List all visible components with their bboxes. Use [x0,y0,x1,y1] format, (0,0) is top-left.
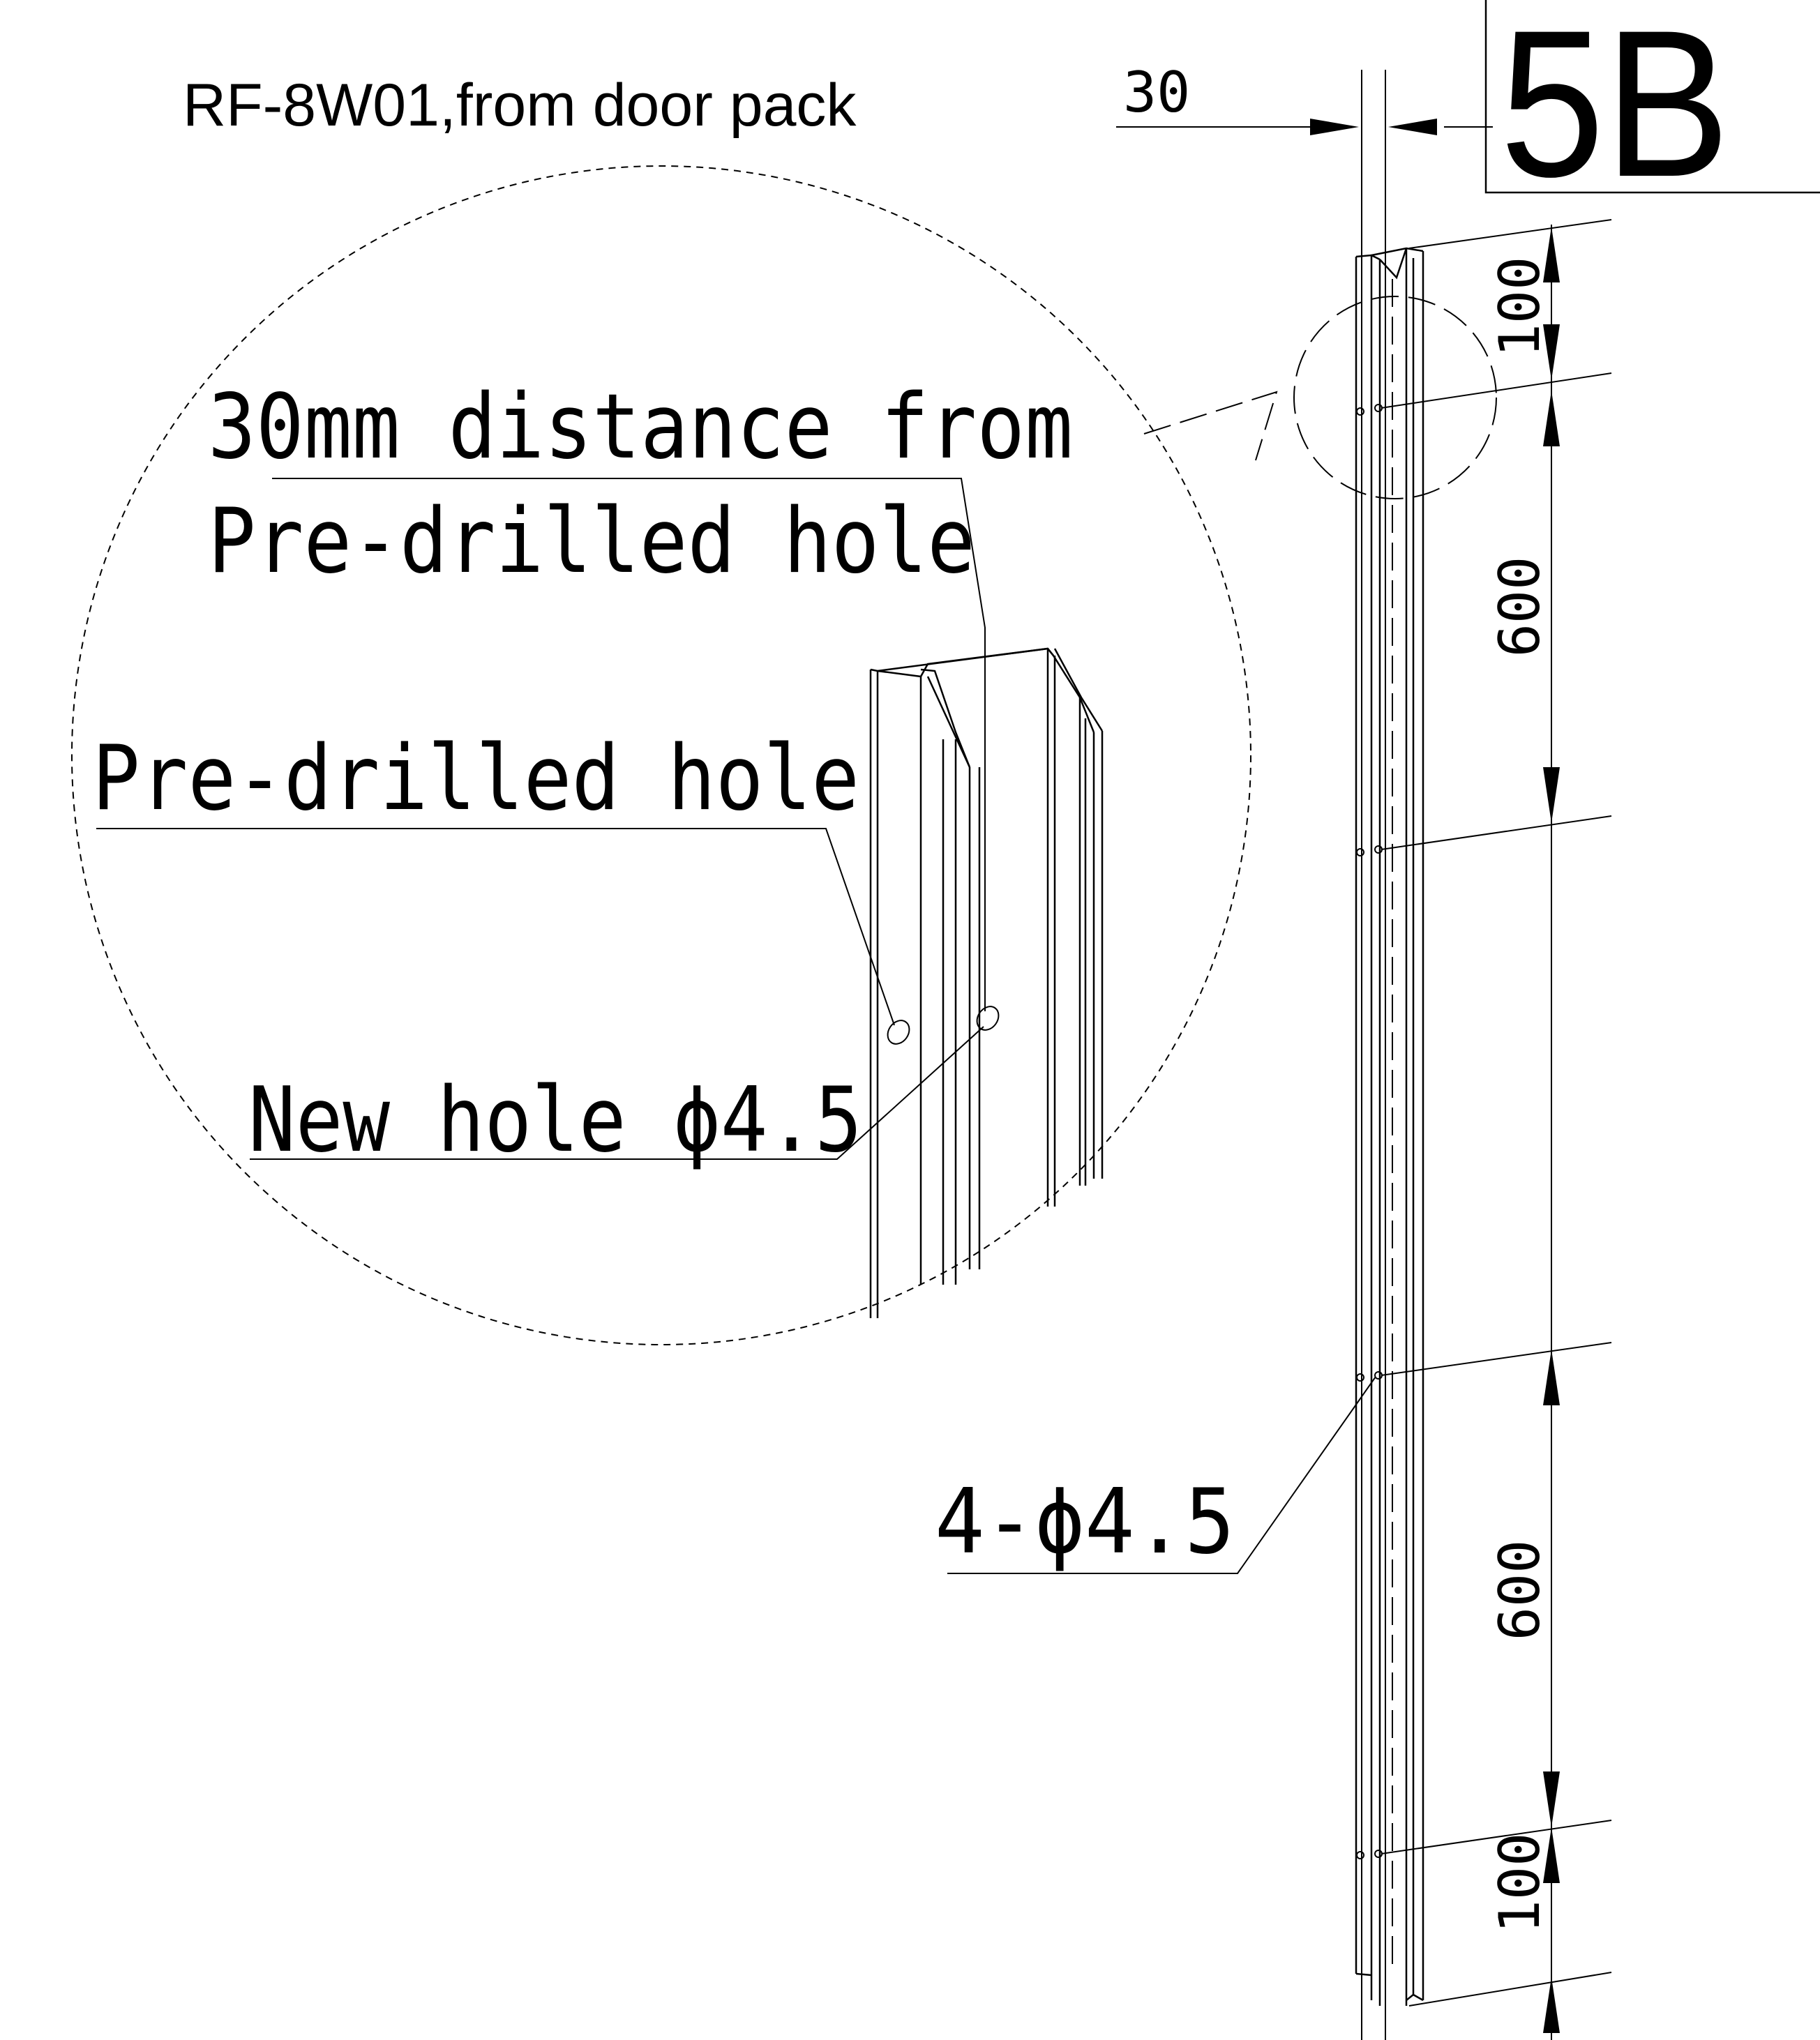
bottom-offset-value: 100 [1487,1833,1552,1934]
hole-marker [1356,1373,1364,1382]
hole-marker [1374,404,1383,412]
predrilled-callout-text: Pre-drilled hole [92,727,859,831]
width-dimension-value: 30 [1123,60,1190,125]
hole-marker [1356,848,1364,856]
hole-marker [1374,1371,1383,1380]
top-offset-value: 100 [1487,257,1552,358]
extension-lines [1381,219,1612,2007]
drawing-title: RF-8W01,from door pack [183,72,857,139]
detail-view: 30mm distance from Pre-drilled hole Pre-… [71,165,1251,1345]
new-hole-callout-text: New hole ϕ4.5 [248,1068,862,1172]
sheet-label: 5B [1500,0,1730,220]
hole-marker [1356,1851,1364,1859]
predrilled-hole-detail [887,1020,910,1045]
upper-spacing-value: 600 [1487,557,1552,658]
distance-callout: 30mm distance from Pre-drilled hole [208,375,1073,1011]
profile-holes [1356,404,1383,1859]
predrilled-callout: Pre-drilled hole [92,727,895,1026]
detail-profile [869,647,1104,1318]
width-dimension: 30 [1116,60,1493,181]
new-hole-callout: New hole ϕ4.5 [248,1026,984,1172]
hole-marker [1374,1850,1383,1858]
distance-callout-line1: 30mm distance from [208,375,1073,479]
hole-marker [1356,407,1364,416]
new-hole-detail [976,1006,1000,1031]
vertical-dimensions: 100 600 600 100 [1487,225,1560,2040]
holes-callout-text: 4-ϕ4.5 [935,1470,1235,1574]
lower-spacing-value: 600 [1487,1540,1552,1641]
profile-elevation [1355,70,1424,2040]
distance-callout-line2: Pre-drilled hole [208,490,975,594]
sheet-label-box: 5B [1484,0,1820,220]
holes-callout: 4-ϕ4.5 [935,1376,1376,1574]
detail-marker [1143,296,1497,499]
hole-marker [1374,845,1383,854]
